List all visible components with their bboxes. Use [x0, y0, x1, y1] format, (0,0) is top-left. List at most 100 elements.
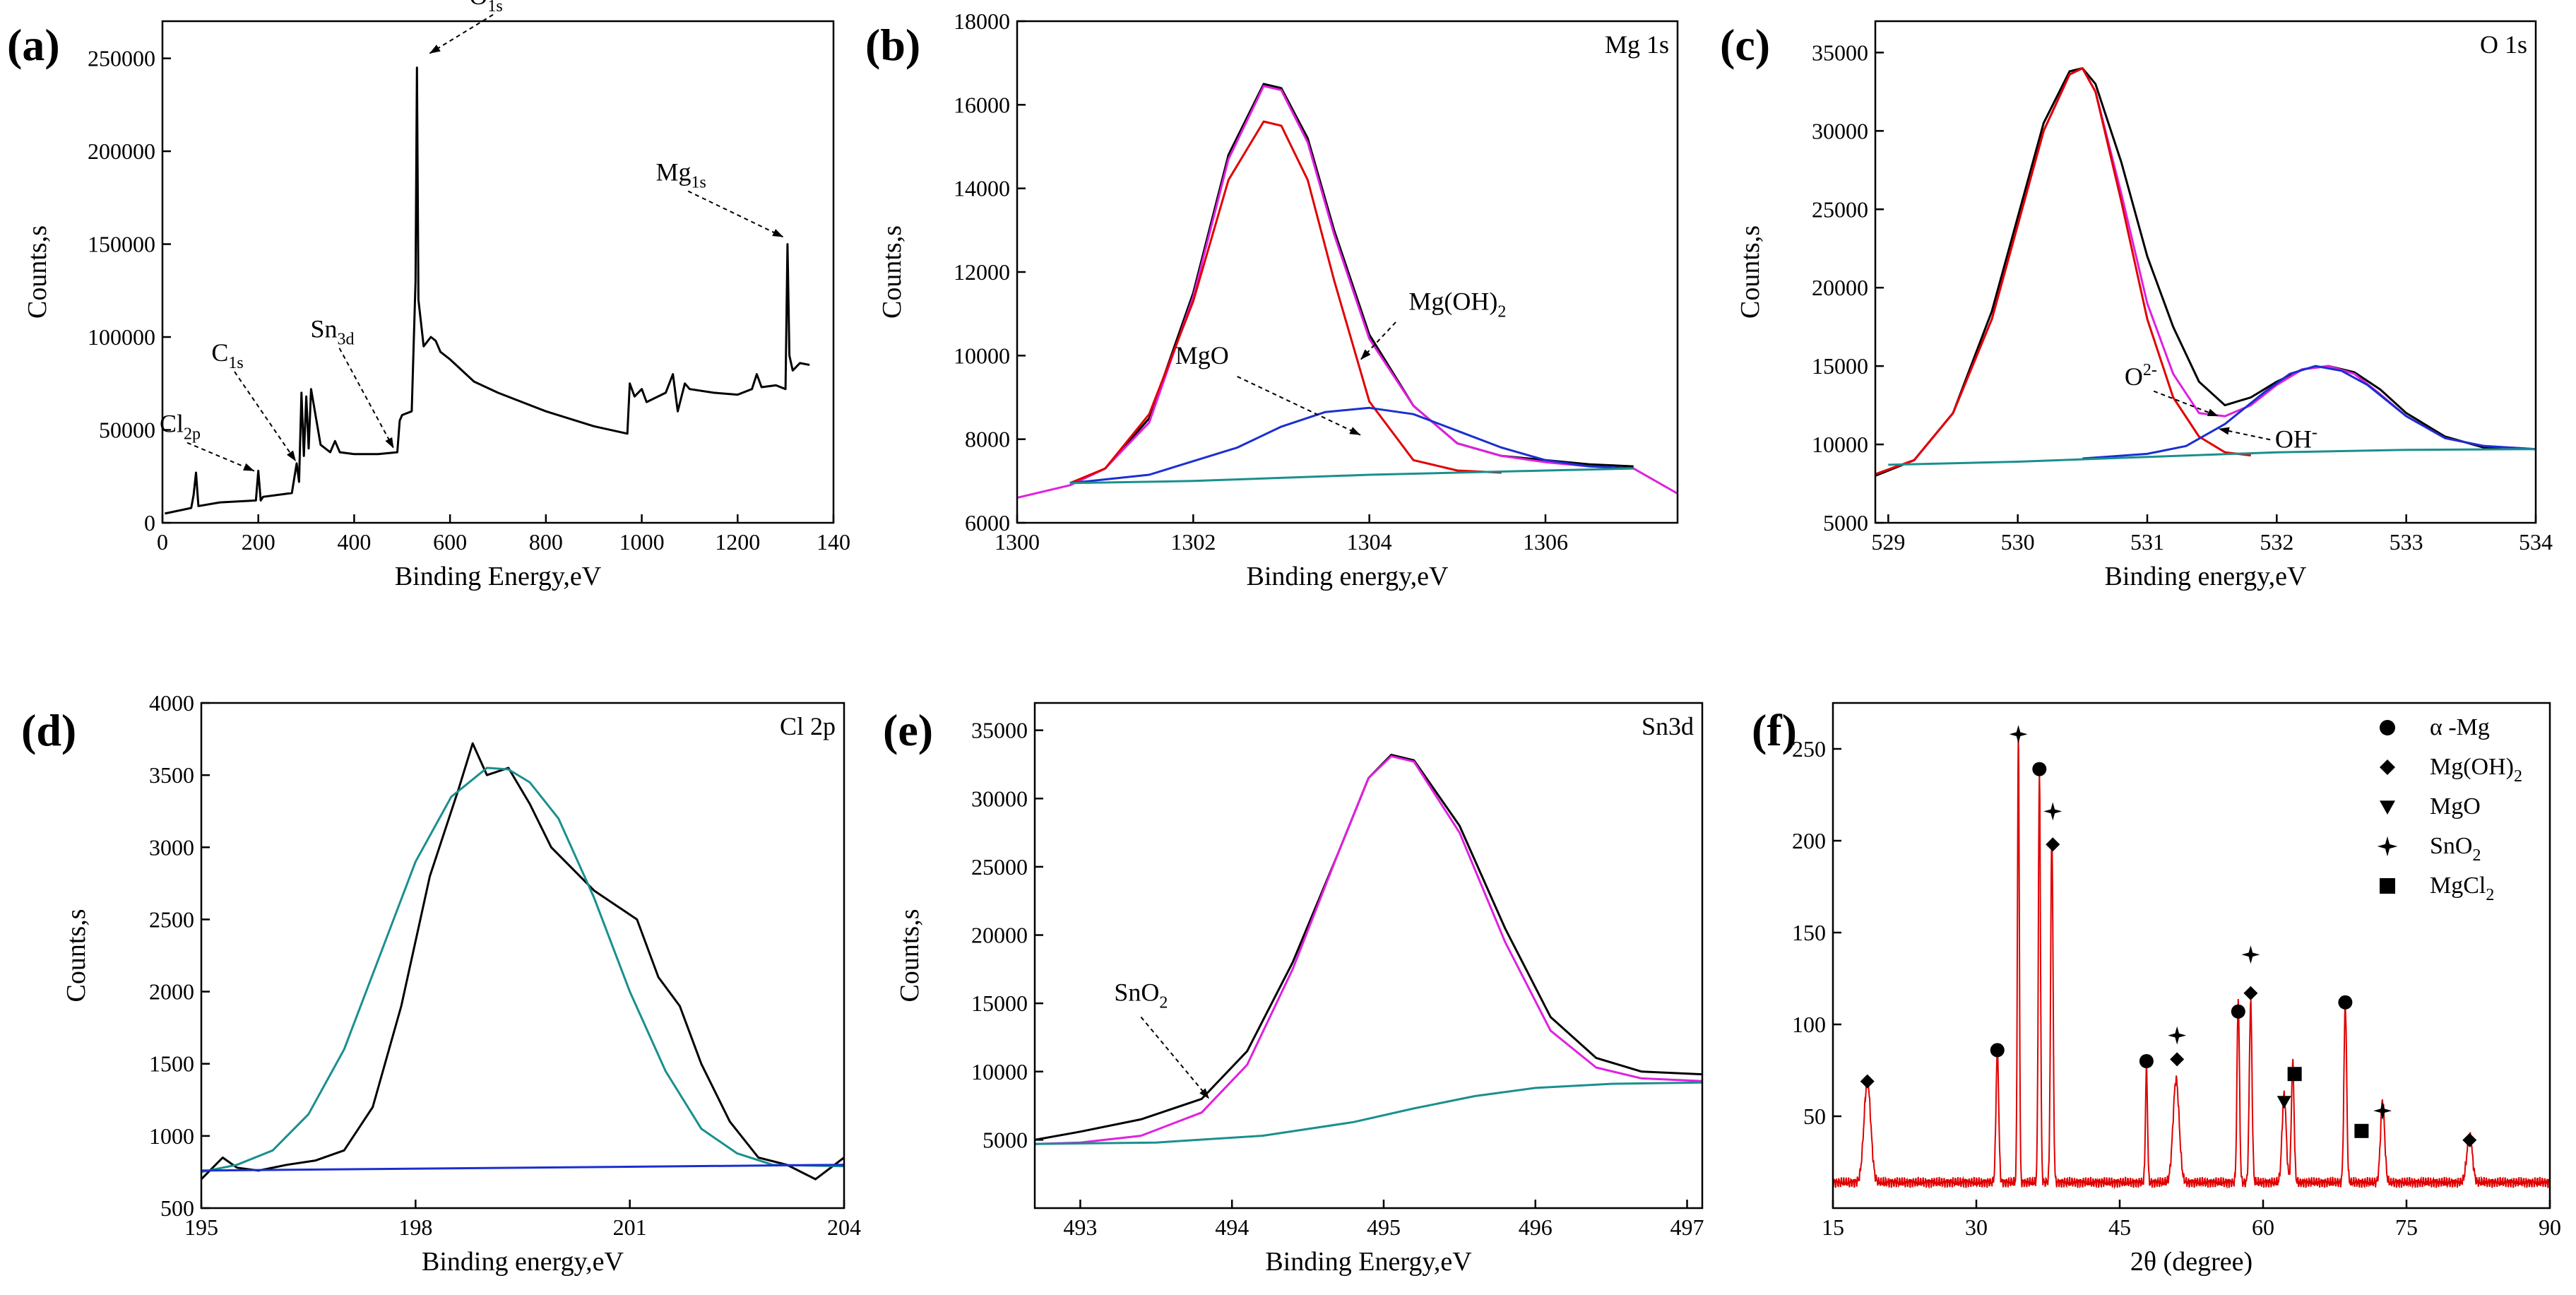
x-tick-label: 15: [1822, 1214, 1844, 1240]
x-tick-label: 400: [337, 529, 371, 555]
y-tick-label: 5000: [1823, 510, 1868, 536]
axes-frame: [1874, 20, 2537, 524]
axes-frame: [1832, 702, 2551, 1210]
legend-entry: SnO2: [2430, 833, 2481, 865]
y-tick-label: 15000: [971, 991, 1028, 1016]
y-tick-label: 50: [1803, 1104, 1826, 1129]
axes-frame: [161, 20, 835, 524]
y-tick-label: 100: [1792, 1012, 1826, 1037]
x-tick-label: 1300: [995, 529, 1040, 555]
series-background: [1888, 448, 2536, 466]
x-tick-label: 600: [433, 529, 467, 555]
x-tick-label: 800: [529, 529, 563, 555]
y-tick-label: 2500: [149, 906, 194, 932]
x-tick-label: 1000: [619, 529, 665, 555]
marker-star: [2168, 1026, 2187, 1045]
annotation-arrow: [338, 348, 395, 449]
series-measured: [1035, 753, 1702, 1141]
marker-diamond: [2380, 759, 2395, 775]
x-tick-label: 1200: [715, 529, 760, 555]
peak-label: Cl2p: [160, 410, 201, 444]
panel-letter: (d): [21, 705, 76, 755]
x-tick-label: 195: [184, 1214, 218, 1240]
arrow-head: [1349, 427, 1361, 435]
plot-area: [165, 66, 810, 515]
y-axis-label: Counts,s: [895, 909, 925, 1003]
peak-label: O1s: [469, 0, 502, 16]
x-tick-label: 1304: [1347, 529, 1392, 555]
x-tick-label: 534: [2519, 529, 2553, 555]
x-tick-label: 204: [827, 1214, 861, 1240]
y-axis-label: Counts,s: [877, 225, 907, 319]
legend-entry: MgCl2: [2430, 873, 2494, 904]
series-MgO: [1069, 120, 1502, 485]
marker-circle: [2338, 995, 2353, 1010]
x-tick-label: 533: [2390, 529, 2423, 555]
panel-a: (a)0 200 400 600 800 1000 1200 1400500001000001…: [7, 0, 850, 591]
panel-b: (b) 1300 1302 1304 1306 6000 8000 10000 12000 140…: [865, 8, 1679, 591]
axes-frame: [200, 702, 845, 1210]
panel-title: Mg 1s: [1605, 30, 1669, 59]
marker-star: [2377, 836, 2398, 857]
y-tick-label: 25000: [971, 854, 1028, 880]
x-tick-label: 75: [2395, 1214, 2418, 1240]
panel-title: Sn3d: [1642, 712, 1694, 740]
y-tick-label: 250000: [88, 46, 155, 71]
marker-circle: [1990, 1043, 2005, 1058]
y-tick-label: 100000: [88, 324, 155, 350]
marker-square: [2287, 1067, 2302, 1082]
marker-diamond: [2046, 837, 2060, 852]
annotation-arrow: [1140, 1016, 1210, 1100]
series-background: [1069, 467, 1634, 485]
x-tick-label: 530: [2001, 529, 2035, 555]
label-oh: OH-: [2275, 424, 2317, 454]
arrow-head: [772, 229, 784, 237]
panel-d: (d) 195 198 201 204 500 1000 1500 2000 2500 3000 35…: [21, 690, 861, 1277]
xrd-pattern: [1833, 733, 2550, 1190]
y-tick-label: 50000: [99, 418, 155, 443]
legend-entry: MgO: [2430, 793, 2481, 820]
marker-circle: [2380, 720, 2395, 735]
y-tick-label: 30000: [1812, 118, 1868, 143]
label-mgo: MgO: [1175, 341, 1229, 369]
arrow-head: [243, 463, 255, 471]
x-tick-label: 1302: [1170, 529, 1216, 555]
arrow-head: [2218, 427, 2230, 435]
arrow-head: [287, 450, 297, 462]
x-tick-label: 495: [1367, 1214, 1401, 1240]
x-tick-label: 494: [1215, 1214, 1249, 1240]
y-tick-label: 3000: [149, 834, 194, 860]
series-measured: [201, 742, 844, 1181]
y-tick-label: 14000: [954, 176, 1010, 201]
y-tick-label: 200: [1792, 828, 1826, 853]
x-tick-label: 140: [817, 529, 850, 555]
arrow-head: [1199, 1088, 1209, 1099]
arrow-head: [2207, 408, 2219, 417]
peak-label: Mg1s: [655, 158, 706, 192]
panel-letter: (c): [1720, 20, 1770, 70]
x-tick-label: 90: [2539, 1214, 2561, 1240]
x-tick-label: 0: [157, 529, 168, 555]
x-axis-label: Binding Energy,eV: [395, 562, 602, 591]
x-tick-label: 529: [1871, 529, 1905, 555]
arrow-head: [1360, 349, 1371, 360]
marker-circle: [2231, 1004, 2245, 1019]
y-axis-label: Counts,s: [1735, 225, 1765, 319]
y-tick-label: 20000: [1812, 275, 1868, 300]
panel-title: O 1s: [2480, 30, 2527, 59]
marker-diamond: [2243, 986, 2258, 1000]
y-tick-label: 3500: [149, 762, 194, 788]
marker-triangle: [2380, 800, 2395, 815]
marker-diamond: [2170, 1052, 2185, 1067]
panel-e: (e) 493 494 495 496 497 5000 10000 15000 20000 250…: [883, 702, 1704, 1277]
x-axis-label: Binding energy,eV: [422, 1247, 624, 1277]
label-o2: O2-: [2125, 361, 2157, 391]
plot-area: [1035, 753, 1702, 1145]
panel-c: (c) 529 530 531 532 533 534 5000 10000 15000 20000…: [1720, 20, 2553, 591]
series-envelope: [1875, 67, 2536, 475]
y-tick-label: 4000: [149, 690, 194, 716]
y-tick-label: 35000: [1812, 40, 1868, 65]
panel-f: (f) 15 30 45 60 75 90 50 100 150 200 250 2θ (degree)…: [1752, 702, 2561, 1277]
legend-entry: α -Mg: [2430, 714, 2490, 740]
